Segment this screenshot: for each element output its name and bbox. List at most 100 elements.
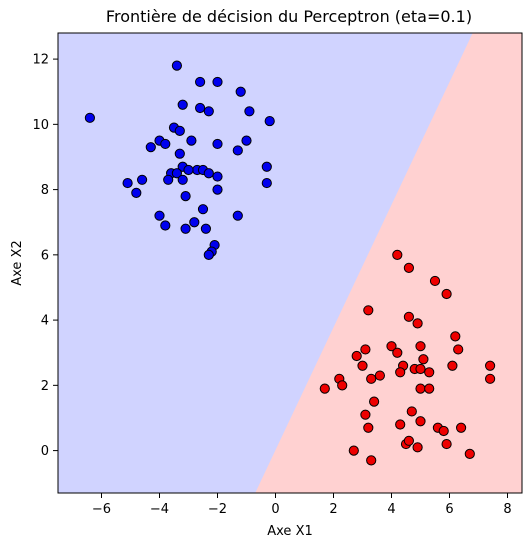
scatter-point xyxy=(161,221,170,230)
scatter-point xyxy=(236,87,245,96)
scatter-point xyxy=(370,397,379,406)
scatter-point xyxy=(190,218,199,227)
scatter-point xyxy=(175,126,184,135)
y-axis-ticks: 0 2 4 6 8 10 12 xyxy=(32,53,58,459)
scatter-point xyxy=(396,368,405,377)
scatter-point xyxy=(184,165,193,174)
scatter-point xyxy=(419,355,428,364)
scatter-point xyxy=(442,289,451,298)
scatter-point xyxy=(338,381,347,390)
scatter-point xyxy=(213,77,222,86)
y-tick-label: 8 xyxy=(41,183,49,198)
scatter-point xyxy=(196,77,205,86)
scatter-point xyxy=(181,192,190,201)
scatter-point xyxy=(172,61,181,70)
scatter-point xyxy=(430,276,439,285)
scatter-point xyxy=(393,250,402,259)
scatter-point xyxy=(404,312,413,321)
scatter-point xyxy=(132,188,141,197)
scatter-point xyxy=(416,364,425,373)
scatter-point xyxy=(178,100,187,109)
scatter-point xyxy=(320,384,329,393)
x-tick-label: 6 xyxy=(445,502,453,517)
scatter-point xyxy=(138,175,147,184)
x-tick-label: −2 xyxy=(208,502,227,517)
scatter-point xyxy=(204,107,213,116)
chart-title: Frontière de décision du Perceptron (eta… xyxy=(106,7,472,26)
scatter-point xyxy=(213,139,222,148)
scatter-point xyxy=(393,348,402,357)
scatter-point xyxy=(85,113,94,122)
x-tick-label: 8 xyxy=(503,502,511,517)
scatter-point xyxy=(404,263,413,272)
scatter-point xyxy=(425,368,434,377)
scatter-point xyxy=(364,423,373,432)
scatter-point xyxy=(486,374,495,383)
scatter-point xyxy=(242,136,251,145)
scatter-point xyxy=(187,136,196,145)
x-axis-label: Axe X1 xyxy=(267,524,313,539)
scatter-point xyxy=(442,439,451,448)
scatter-point xyxy=(262,162,271,171)
scatter-point xyxy=(233,146,242,155)
scatter-point xyxy=(178,175,187,184)
scatter-point xyxy=(416,417,425,426)
scatter-point xyxy=(407,407,416,416)
scatter-point xyxy=(213,172,222,181)
scatter-point xyxy=(233,211,242,220)
y-tick-label: 10 xyxy=(32,118,49,133)
scatter-point xyxy=(155,211,164,220)
scatter-point xyxy=(375,371,384,380)
scatter-point xyxy=(201,224,210,233)
scatter-point xyxy=(146,143,155,152)
scatter-point xyxy=(364,306,373,315)
scatter-point xyxy=(439,426,448,435)
scatter-point xyxy=(175,149,184,158)
scatter-point xyxy=(367,374,376,383)
scatter-point xyxy=(352,351,361,360)
scatter-point xyxy=(404,436,413,445)
scatter-point xyxy=(358,361,367,370)
scatter-point xyxy=(413,443,422,452)
scatter-point xyxy=(413,319,422,328)
scatter-point xyxy=(198,205,207,214)
x-tick-label: −6 xyxy=(92,502,111,517)
x-tick-label: 2 xyxy=(329,502,337,517)
scatter-point xyxy=(164,175,173,184)
x-axis-ticks: −6 −4 −2 0 2 4 6 8 xyxy=(92,493,512,517)
scatter-point xyxy=(123,178,132,187)
scatter-point xyxy=(396,420,405,429)
scatter-point xyxy=(425,384,434,393)
scatter-point xyxy=(181,224,190,233)
scatter-point xyxy=(204,250,213,259)
scatter-point xyxy=(265,116,274,125)
scatter-point xyxy=(448,361,457,370)
y-tick-label: 4 xyxy=(41,314,49,329)
scatter-point xyxy=(213,185,222,194)
scatter-point xyxy=(196,103,205,112)
y-tick-label: 12 xyxy=(32,53,49,68)
scatter-point xyxy=(486,361,495,370)
scatter-point xyxy=(416,342,425,351)
x-tick-label: −4 xyxy=(150,502,169,517)
y-axis-label: Axe X2 xyxy=(10,240,25,286)
scatter-point xyxy=(349,446,358,455)
scatter-point xyxy=(457,423,466,432)
x-tick-label: 0 xyxy=(271,502,279,517)
scatter-point xyxy=(465,449,474,458)
scatter-point xyxy=(161,139,170,148)
scatter-point xyxy=(451,332,460,341)
scatter-point xyxy=(361,345,370,354)
y-tick-label: 6 xyxy=(41,248,49,263)
y-tick-label: 0 xyxy=(41,444,49,459)
scatter-point xyxy=(367,456,376,465)
scatter-point xyxy=(204,169,213,178)
scatter-point xyxy=(361,410,370,419)
scatter-point xyxy=(416,384,425,393)
y-tick-label: 2 xyxy=(41,379,49,394)
scatter-point xyxy=(454,345,463,354)
plot-area xyxy=(58,33,522,493)
x-tick-label: 4 xyxy=(387,502,395,517)
scatter-point xyxy=(262,178,271,187)
